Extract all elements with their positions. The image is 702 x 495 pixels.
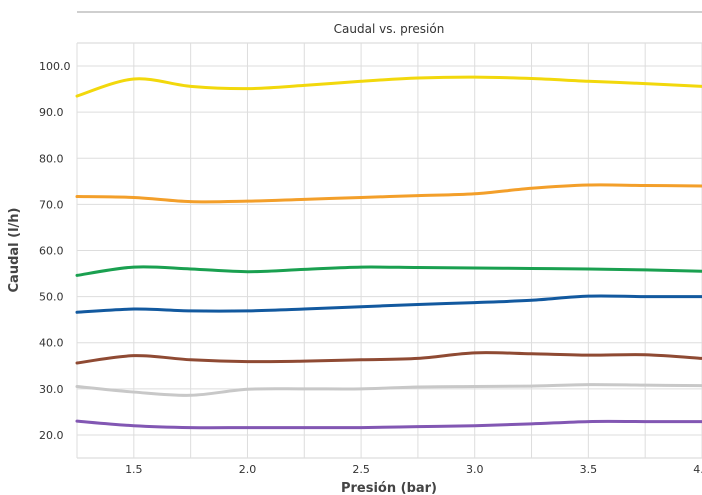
x-tick-label: 2.0	[239, 463, 257, 476]
x-tick-label: 4.0	[693, 463, 702, 476]
series-line	[75, 383, 702, 397]
y-tick-label: 60.0	[39, 245, 64, 258]
axis-labels: 20.0 30.0 40.0 50.0 60.0 70.0 80.0 90.0 100.0 1.5…	[39, 60, 702, 476]
y-tick-label: 50.0	[39, 291, 64, 304]
series-line	[75, 183, 702, 204]
series-line	[75, 75, 702, 98]
series-line	[75, 351, 702, 365]
y-tick-label: 30.0	[39, 383, 64, 396]
x-tick-label: 3.0	[466, 463, 484, 476]
y-tick-label: 40.0	[39, 337, 64, 350]
x-axis-label: Presión (bar)	[341, 481, 437, 495]
y-tick-label: 90.0	[39, 106, 64, 119]
x-tick-label: 2.5	[352, 463, 370, 476]
chart-title: Caudal vs. presión	[334, 22, 445, 36]
y-axis-label: Caudal (l/h)	[7, 208, 22, 293]
series-line	[75, 419, 702, 430]
y-tick-label: 70.0	[39, 198, 64, 211]
series-line	[75, 294, 702, 314]
grid	[76, 42, 702, 459]
y-tick-label: 100.0	[39, 60, 71, 73]
series-line	[75, 265, 702, 277]
y-tick-label: 80.0	[39, 152, 64, 165]
series-lines	[75, 75, 702, 430]
x-tick-label: 3.5	[580, 463, 598, 476]
x-tick-label: 1.5	[125, 463, 143, 476]
y-tick-label: 20.0	[39, 429, 64, 442]
